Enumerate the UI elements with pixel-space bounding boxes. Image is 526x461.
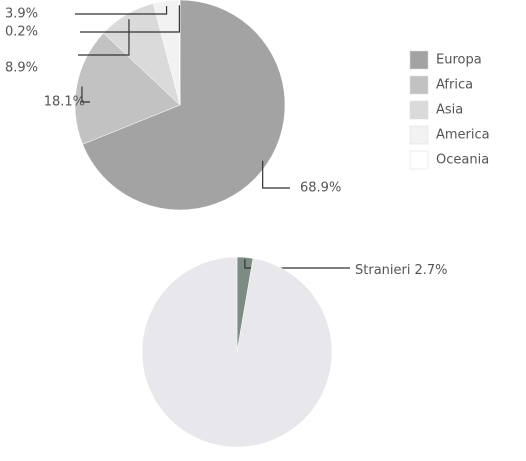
- pie-slice: [141, 256, 333, 448]
- leader-line: [262, 160, 290, 189]
- legend-label: America: [436, 128, 490, 143]
- pie-slice: [74, 32, 181, 145]
- data-label: 68.9%: [300, 181, 341, 196]
- value-label: 2.7%: [414, 263, 447, 278]
- data-label: 3.9%: [5, 7, 38, 22]
- data-label: 0.2%: [5, 25, 38, 40]
- leader-line: [78, 19, 130, 56]
- legend-label: Asia: [436, 103, 463, 118]
- legend-swatch: [409, 50, 429, 70]
- pie-slice: [82, 0, 286, 211]
- legend-swatch: [409, 100, 429, 120]
- data-label: Stranieri 2.7%: [355, 263, 448, 278]
- legend-swatch: [409, 125, 429, 145]
- data-label: 8.9%: [5, 61, 38, 76]
- legend-swatch: [409, 150, 429, 170]
- leader-line: [244, 259, 350, 269]
- leader-line: [75, 6, 168, 15]
- data-label: 18.1%: [44, 95, 85, 110]
- leader-line: [80, 5, 180, 33]
- legend-label: Europa: [436, 53, 482, 68]
- legend-label: Oceania: [436, 153, 489, 168]
- category-label: Stranieri: [355, 263, 410, 278]
- leader-line: [81, 86, 90, 103]
- legend-swatch: [409, 75, 429, 95]
- legend-label: Africa: [436, 78, 473, 93]
